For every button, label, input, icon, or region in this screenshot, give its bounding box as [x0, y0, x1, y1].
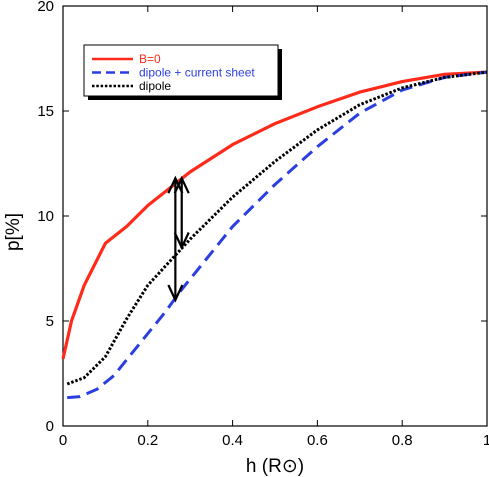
legend-box	[83, 44, 279, 97]
arrow-head	[173, 175, 190, 194]
x-tick-label: 1	[483, 432, 489, 449]
series-line-2	[66, 70, 488, 386]
legend-label-2: dipole	[139, 79, 171, 93]
y-axis-label: p[%]	[3, 213, 24, 251]
y-tick-label: 0	[46, 418, 54, 435]
x-tick-label: 0.4	[222, 432, 243, 449]
y-tick-label: 15	[37, 103, 54, 120]
x-tick-label: 0.6	[307, 432, 328, 449]
x-tick-label: 0.8	[392, 432, 413, 449]
y-tick-label: 5	[46, 313, 54, 330]
x-tick-label: 0.2	[137, 432, 158, 449]
legend-label-0: B=0	[139, 52, 161, 66]
annotations	[167, 175, 190, 303]
y-tick-label: 20	[37, 0, 54, 15]
arrow-head	[173, 232, 190, 251]
arrow-head	[167, 175, 184, 194]
series-lines	[61, 70, 488, 400]
legend-label-1: dipole + current sheet	[139, 66, 255, 80]
series-line-1	[67, 70, 488, 400]
series-line-0	[61, 70, 488, 360]
arrow-head	[167, 284, 184, 303]
tick-marks	[62, 5, 488, 427]
y-tick-label: 10	[37, 208, 54, 225]
x-axis-label: h (R⊙)	[246, 456, 304, 477]
x-tick-label: 0	[59, 432, 67, 449]
